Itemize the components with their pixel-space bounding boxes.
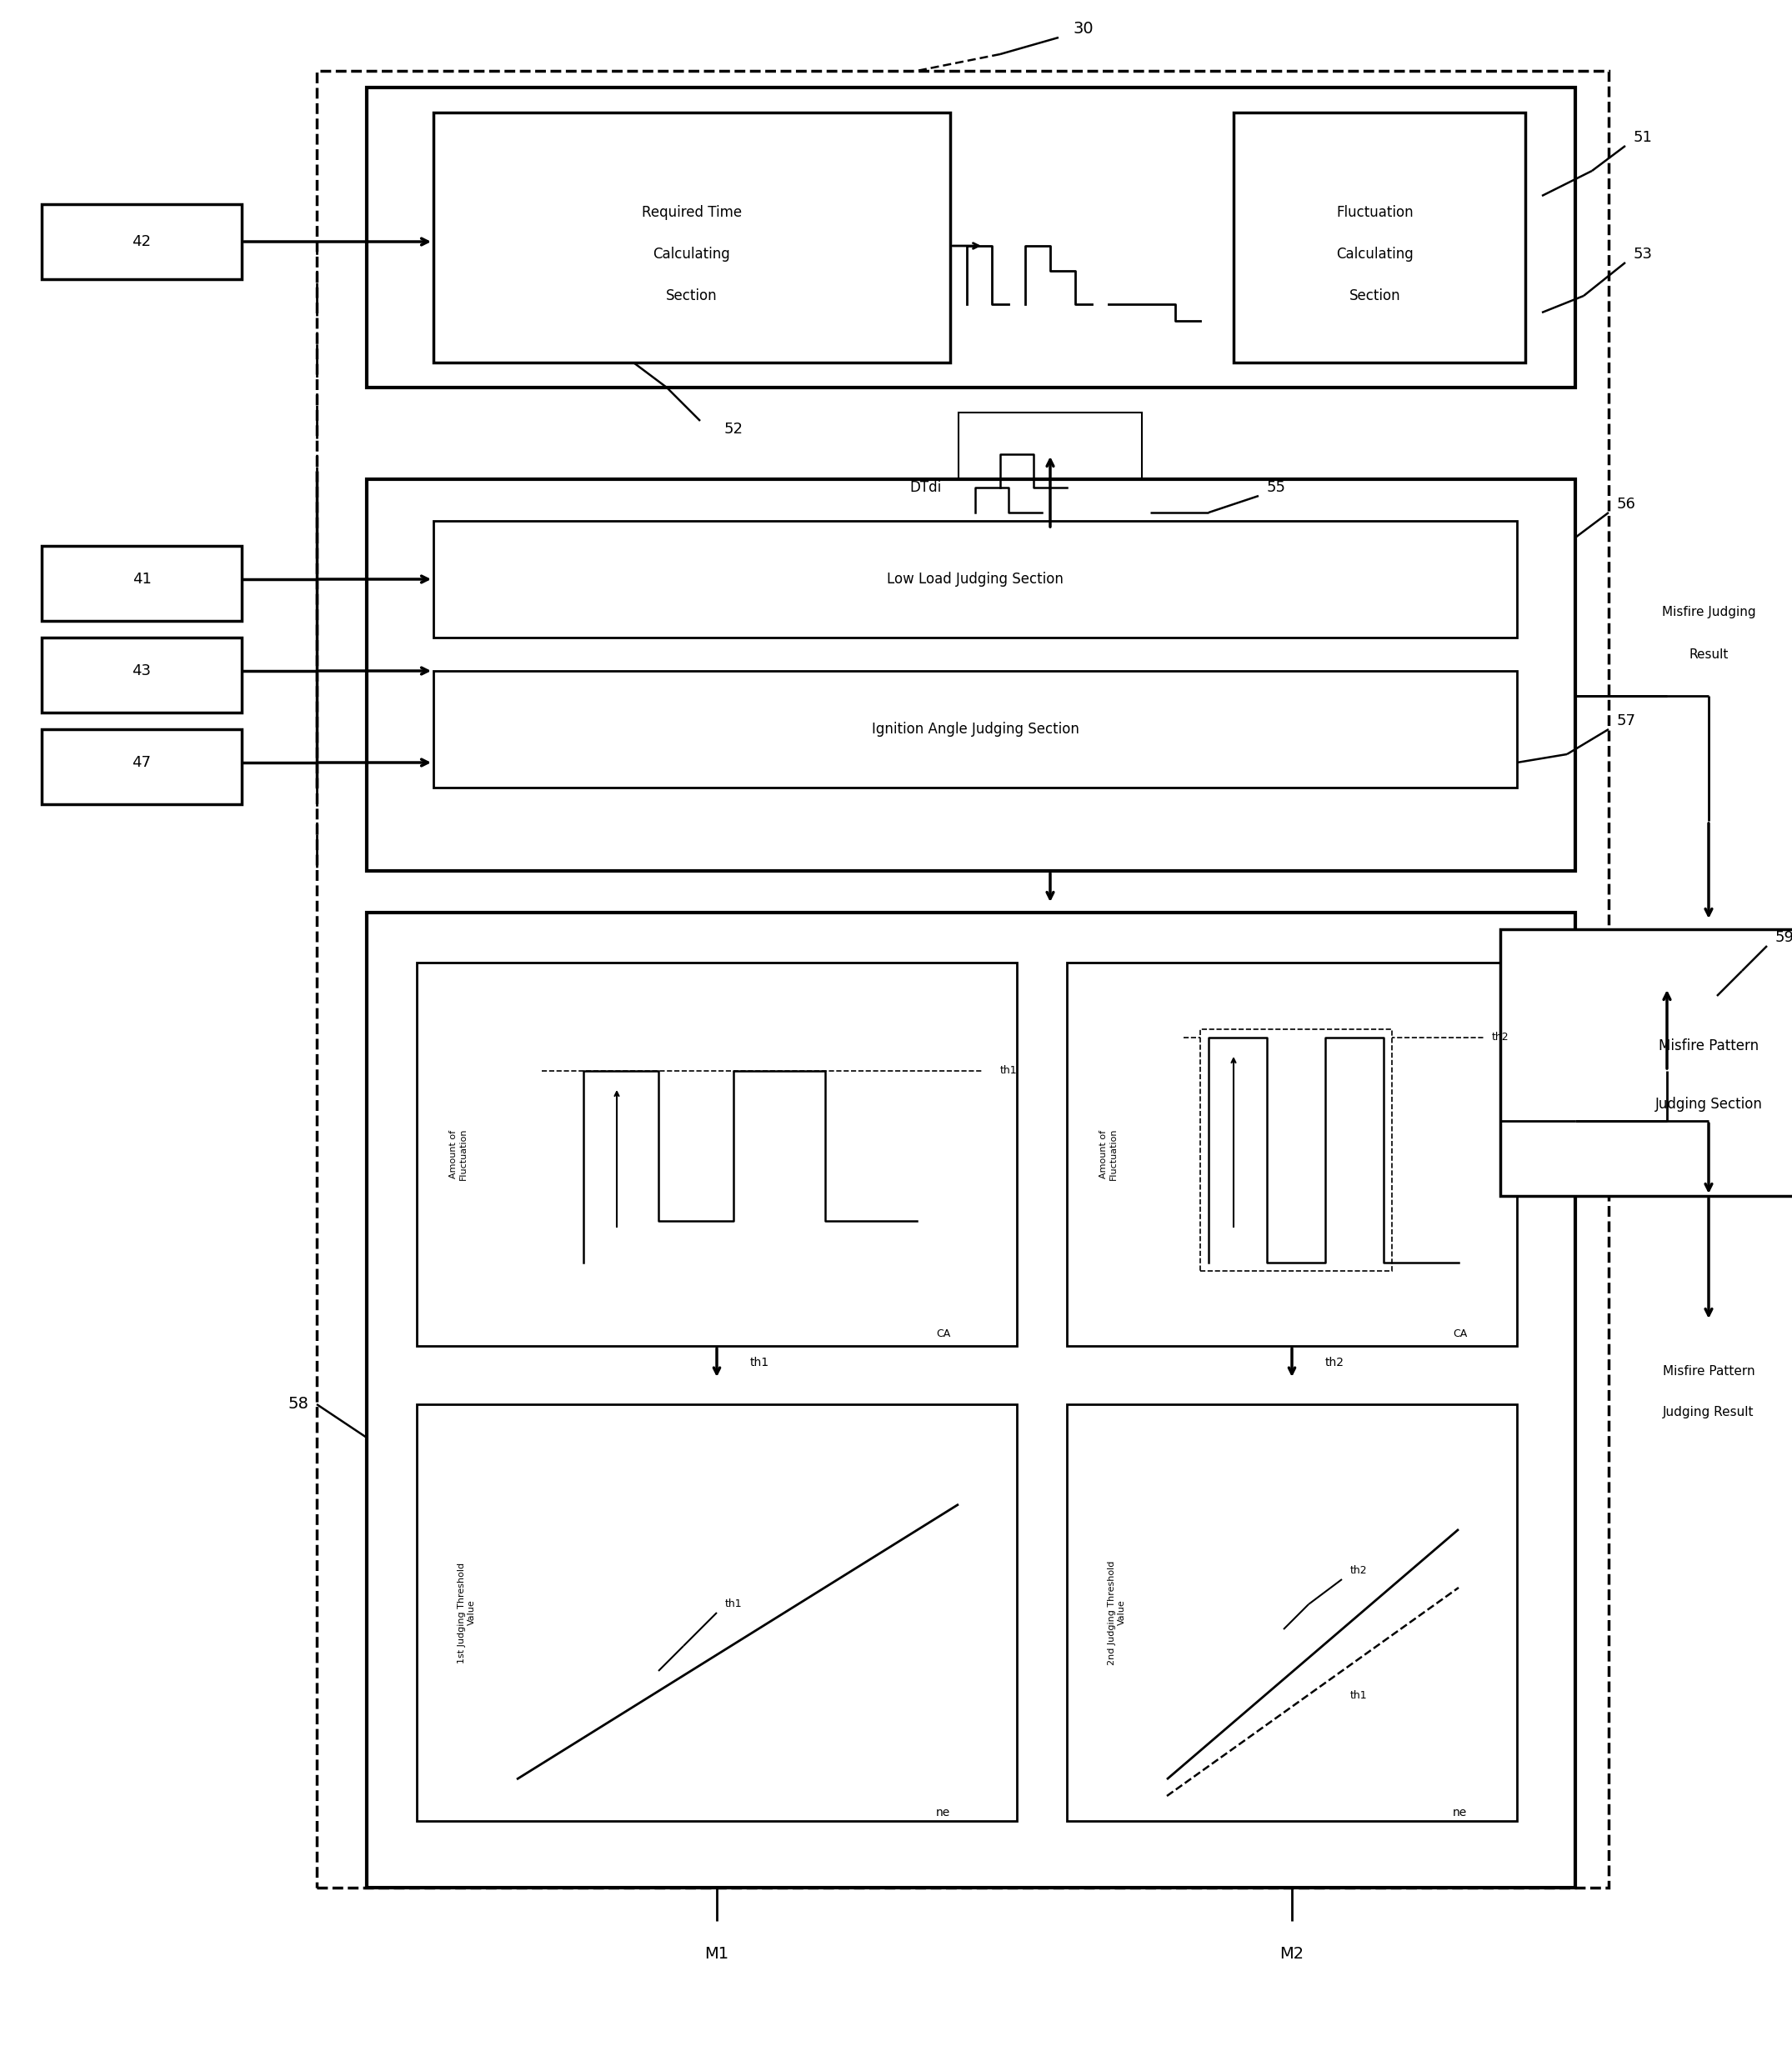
Bar bbox=[367, 913, 1575, 1887]
Text: ne: ne bbox=[935, 1806, 950, 1818]
Bar bbox=[41, 638, 242, 712]
Bar bbox=[41, 205, 242, 280]
Bar bbox=[1201, 1029, 1392, 1272]
Text: Low Load Judging Section: Low Load Judging Section bbox=[887, 572, 1063, 586]
Text: Calculating: Calculating bbox=[652, 246, 731, 261]
Text: th1: th1 bbox=[1000, 1064, 1018, 1077]
Text: 41: 41 bbox=[133, 572, 151, 586]
Text: 55: 55 bbox=[1267, 480, 1287, 495]
Text: CA: CA bbox=[1453, 1328, 1468, 1338]
Text: Amount of
Fluctuation: Amount of Fluctuation bbox=[450, 1129, 468, 1180]
Text: DTdi: DTdi bbox=[910, 480, 943, 495]
Text: M2: M2 bbox=[1279, 1947, 1305, 1961]
Bar bbox=[367, 87, 1575, 387]
Bar bbox=[959, 412, 1142, 530]
Bar bbox=[1066, 963, 1518, 1346]
Text: Misfire Pattern: Misfire Pattern bbox=[1659, 1038, 1758, 1054]
Text: M1: M1 bbox=[704, 1947, 729, 1961]
Bar bbox=[418, 963, 1016, 1346]
Bar bbox=[434, 522, 1518, 638]
Text: CA: CA bbox=[935, 1328, 950, 1338]
Text: 30: 30 bbox=[1073, 21, 1093, 37]
Text: Fluctuation: Fluctuation bbox=[1337, 205, 1414, 220]
Text: Ignition Angle Judging Section: Ignition Angle Judging Section bbox=[871, 721, 1079, 737]
Text: Misfire Judging: Misfire Judging bbox=[1661, 607, 1756, 619]
Text: Amount of
Fluctuation: Amount of Fluctuation bbox=[1100, 1129, 1118, 1180]
Bar bbox=[418, 1404, 1016, 1820]
Text: 47: 47 bbox=[133, 756, 151, 770]
Bar bbox=[41, 547, 242, 621]
Text: 59: 59 bbox=[1776, 930, 1792, 944]
Bar bbox=[1233, 112, 1525, 362]
Text: 58: 58 bbox=[289, 1396, 308, 1412]
Text: Section: Section bbox=[667, 288, 717, 302]
Bar bbox=[1500, 930, 1792, 1195]
Text: Result: Result bbox=[1688, 648, 1729, 661]
Text: 56: 56 bbox=[1616, 497, 1636, 512]
Bar bbox=[1066, 1404, 1518, 1820]
Text: 51: 51 bbox=[1634, 130, 1652, 145]
Bar bbox=[434, 671, 1518, 787]
Bar bbox=[41, 729, 242, 804]
Text: Required Time: Required Time bbox=[642, 205, 742, 220]
Text: Misfire Pattern: Misfire Pattern bbox=[1663, 1365, 1754, 1377]
Text: 53: 53 bbox=[1634, 246, 1652, 261]
Text: th1: th1 bbox=[1349, 1690, 1367, 1702]
Text: Section: Section bbox=[1349, 288, 1401, 302]
Text: th1: th1 bbox=[726, 1599, 742, 1609]
Text: Calculating: Calculating bbox=[1337, 246, 1414, 261]
Text: 1st Judging Threshold
Value: 1st Judging Threshold Value bbox=[457, 1562, 475, 1663]
Text: ne: ne bbox=[1453, 1806, 1468, 1818]
Bar bbox=[367, 478, 1575, 872]
Text: Judging Result: Judging Result bbox=[1663, 1406, 1754, 1419]
Text: 57: 57 bbox=[1616, 712, 1636, 729]
Bar bbox=[434, 112, 950, 362]
Text: th2: th2 bbox=[1326, 1357, 1344, 1369]
Text: 43: 43 bbox=[133, 663, 151, 679]
Text: th2: th2 bbox=[1493, 1031, 1509, 1044]
Text: 52: 52 bbox=[724, 422, 744, 437]
Text: 2nd Judging Threshold
Value: 2nd Judging Threshold Value bbox=[1107, 1559, 1125, 1665]
Text: Judging Section: Judging Section bbox=[1656, 1098, 1762, 1112]
Text: 42: 42 bbox=[133, 234, 151, 249]
Bar bbox=[317, 70, 1609, 1887]
Text: th2: th2 bbox=[1349, 1566, 1367, 1576]
Text: th1: th1 bbox=[751, 1357, 769, 1369]
